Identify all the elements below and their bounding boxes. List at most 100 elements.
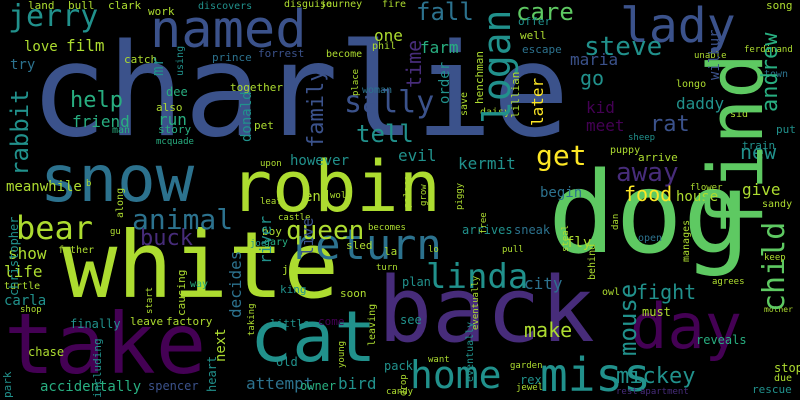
word: live bbox=[298, 217, 317, 256]
word: stop bbox=[774, 361, 800, 375]
word: plan bbox=[402, 275, 431, 289]
word: arrive bbox=[638, 151, 678, 164]
word: meanwhile bbox=[6, 179, 82, 195]
word: manages bbox=[681, 219, 692, 262]
word: using bbox=[175, 45, 186, 76]
word: chase bbox=[28, 345, 65, 359]
word: man bbox=[112, 125, 131, 136]
word: causing bbox=[175, 269, 188, 316]
word: well bbox=[520, 29, 547, 42]
word: pack bbox=[384, 359, 413, 373]
word: catch bbox=[124, 53, 158, 66]
word: sandy bbox=[762, 199, 793, 210]
word: go bbox=[580, 66, 605, 90]
word: one bbox=[374, 26, 403, 45]
word: arrives bbox=[462, 223, 513, 237]
word: pull bbox=[502, 245, 524, 255]
word: along bbox=[115, 187, 126, 218]
word: land bbox=[28, 0, 55, 12]
word: pet bbox=[254, 119, 274, 132]
word: mickey bbox=[616, 364, 696, 389]
word: save bbox=[459, 91, 470, 116]
word: white bbox=[62, 212, 339, 319]
word: must bbox=[642, 305, 671, 319]
word: fall bbox=[416, 0, 474, 26]
word: grow bbox=[419, 184, 429, 206]
word: day bbox=[630, 290, 742, 363]
word: later bbox=[528, 77, 547, 126]
word: care bbox=[516, 0, 574, 26]
word: leaving bbox=[367, 303, 378, 346]
word: job bbox=[282, 263, 302, 276]
word: run bbox=[158, 110, 187, 129]
word: fly bbox=[566, 235, 592, 251]
word: bull bbox=[68, 0, 95, 12]
word: eventually bbox=[465, 321, 476, 382]
word: rex bbox=[520, 373, 542, 387]
word: put bbox=[776, 123, 796, 136]
word: spencer bbox=[148, 379, 199, 393]
word: rat bbox=[650, 112, 690, 137]
word: bear bbox=[16, 209, 94, 247]
word: forrest bbox=[258, 47, 305, 60]
word: kid bbox=[586, 98, 615, 117]
word: lo bbox=[428, 245, 439, 255]
word: father bbox=[58, 245, 95, 256]
word: joe bbox=[250, 239, 267, 249]
word: take bbox=[4, 295, 207, 393]
word: piggy bbox=[455, 182, 465, 210]
word: discovers bbox=[198, 1, 253, 12]
word: factory bbox=[166, 315, 213, 328]
word: jewel bbox=[516, 383, 544, 393]
word: boy bbox=[262, 225, 282, 238]
word: show bbox=[8, 244, 47, 263]
word: family bbox=[304, 68, 329, 148]
word: drop bbox=[399, 374, 409, 396]
word: meet bbox=[586, 116, 625, 135]
word: buck bbox=[140, 226, 193, 251]
word: fight bbox=[636, 280, 697, 304]
word: candy bbox=[386, 387, 414, 397]
word: woman bbox=[362, 85, 393, 96]
word: food bbox=[624, 182, 673, 206]
word: order bbox=[437, 61, 453, 104]
word: film bbox=[66, 36, 105, 55]
word: mother bbox=[764, 305, 793, 314]
word: henchman bbox=[473, 51, 486, 104]
word: taking bbox=[247, 303, 257, 336]
word: give bbox=[742, 180, 781, 199]
word: turn bbox=[376, 263, 398, 273]
word: end bbox=[304, 189, 330, 205]
word: river bbox=[256, 215, 275, 264]
word: open bbox=[638, 233, 663, 244]
word: however bbox=[290, 153, 350, 169]
word: andrew bbox=[758, 32, 783, 112]
word: town bbox=[764, 69, 789, 80]
word: keep bbox=[764, 253, 786, 263]
word: journey bbox=[320, 0, 363, 10]
word: rest bbox=[616, 387, 638, 397]
word: christopher bbox=[7, 216, 21, 296]
word: life bbox=[4, 262, 43, 281]
word: mouse bbox=[614, 283, 642, 356]
word: heart bbox=[205, 355, 219, 392]
word: away bbox=[616, 158, 679, 188]
word: way bbox=[190, 279, 209, 290]
word: la bbox=[384, 245, 398, 258]
word: return bbox=[290, 220, 442, 269]
word: snow bbox=[40, 143, 195, 217]
word: linda bbox=[426, 257, 529, 297]
word: turtle bbox=[4, 281, 41, 292]
word: leaf bbox=[260, 197, 282, 207]
word: home bbox=[410, 353, 502, 397]
word: want bbox=[428, 355, 450, 365]
word: animal bbox=[132, 203, 234, 236]
word: clark bbox=[108, 0, 142, 12]
word: try bbox=[10, 57, 36, 73]
word: king bbox=[280, 283, 307, 296]
word: sneak bbox=[514, 223, 551, 237]
word: carla bbox=[4, 293, 47, 309]
word: house bbox=[676, 189, 719, 205]
word: cat bbox=[250, 296, 377, 378]
